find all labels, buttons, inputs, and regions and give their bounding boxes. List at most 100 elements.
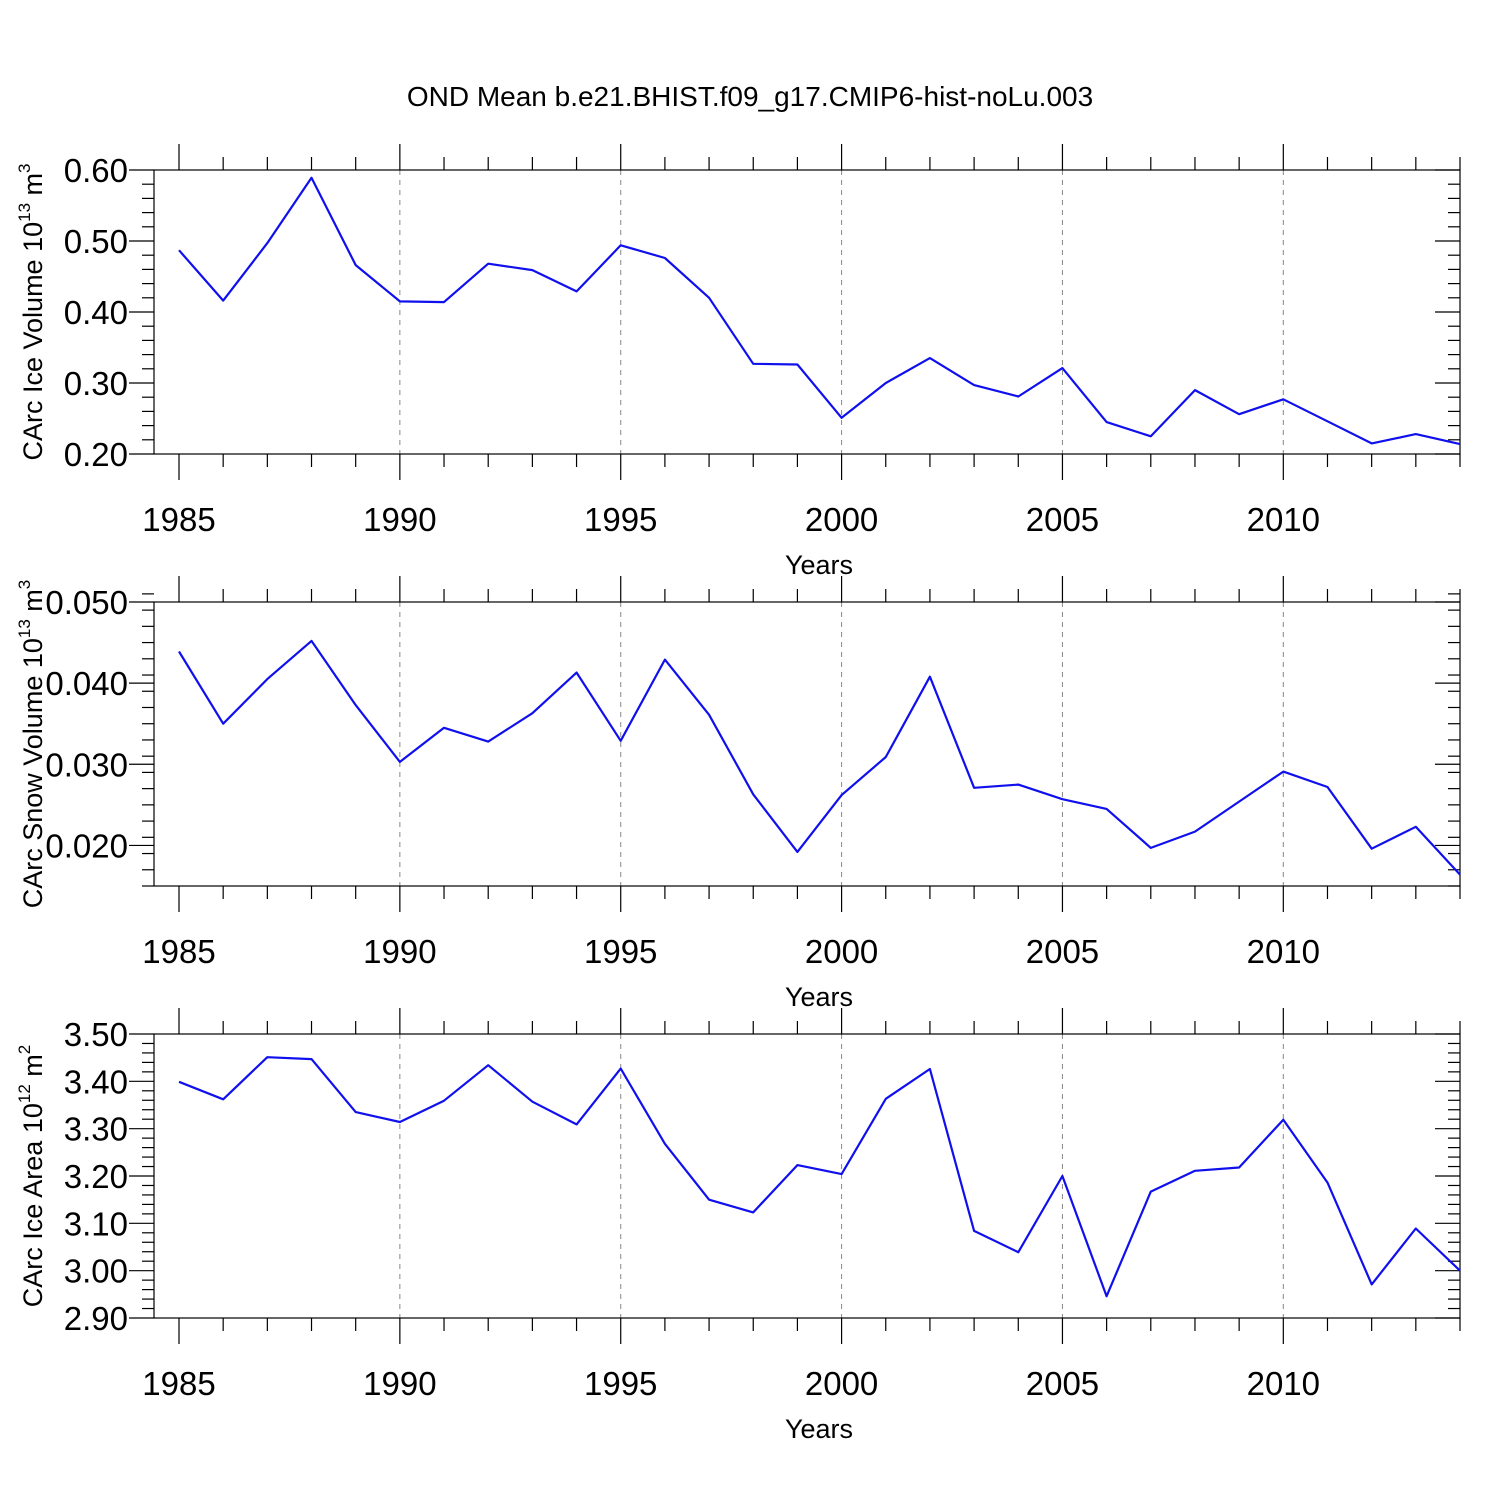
- panel-3-data-point-2013: [1414, 1227, 1417, 1230]
- panel-1-data-point-1986: [222, 299, 225, 302]
- panel-1-data-point-2010: [1282, 398, 1285, 401]
- panel-1-data-point-2001: [884, 382, 887, 385]
- panel-1-data-point-1985: [178, 249, 181, 252]
- panel-1-data-point-2002: [928, 357, 931, 360]
- panel-1-data-point-1989: [354, 264, 357, 267]
- panel-2-data-point-2003: [973, 786, 976, 789]
- panel-3-data-point-2002: [928, 1068, 931, 1071]
- panel-2-data-point-2011: [1326, 786, 1329, 789]
- panel-1-data-point-1999: [796, 363, 799, 366]
- panel-3-data-point-2001: [884, 1097, 887, 1100]
- panel-3-data-point-1990: [398, 1121, 401, 1124]
- panel-2-data-point-1989: [354, 704, 357, 707]
- panel-1-x-tick-label-2010: 2010: [1247, 501, 1320, 538]
- panel-2-data-point-1992: [487, 740, 490, 743]
- panel-1-x-tick-label-2000: 2000: [805, 501, 878, 538]
- panel-3-x-axis-title: Years: [785, 1414, 853, 1444]
- panel-2-data-point-2014: [1459, 873, 1462, 876]
- panel-2-x-tick-label-2005: 2005: [1026, 933, 1099, 970]
- panel-3-data-point-2011: [1326, 1181, 1329, 1184]
- panel-1-data-point-1993: [531, 269, 534, 272]
- panel-3-data-point-2009: [1238, 1166, 1241, 1169]
- panel-1-data-point-1994: [575, 290, 578, 293]
- panel-3-data-point-2008: [1193, 1169, 1196, 1172]
- panel-3-data-point-2004: [1017, 1251, 1020, 1254]
- panel-2-data-point-1987: [266, 678, 269, 681]
- panel-2-data-point-2002: [928, 675, 931, 678]
- panel-3-data-point-2010: [1282, 1118, 1285, 1121]
- panel-3-data-point-2007: [1149, 1190, 1152, 1193]
- panel-3-y-tick-label-2: 3.10: [64, 1205, 128, 1242]
- panel-3-data-point-1993: [531, 1100, 534, 1103]
- panel-3-y-tick-label-1: 3.00: [64, 1253, 128, 1290]
- panel-3-data-point-2014: [1459, 1269, 1462, 1272]
- panel-1-data-point-1987: [266, 242, 269, 245]
- panel-1-x-tick-label-1995: 1995: [584, 501, 657, 538]
- panel-2-data-point-2010: [1282, 770, 1285, 773]
- panel-1-data-point-2007: [1149, 435, 1152, 438]
- panel-2-x-tick-label-2000: 2000: [805, 933, 878, 970]
- panel-3-data-point-1995: [619, 1067, 622, 1070]
- panel-3-data-point-2012: [1370, 1283, 1373, 1286]
- panel-2-data-point-1993: [531, 712, 534, 715]
- panel-2-data-point-1985: [178, 650, 181, 653]
- panel-3-data-point-2006: [1105, 1295, 1108, 1298]
- panel-2-data-point-2008: [1193, 830, 1196, 833]
- panel-2-data-point-2004: [1017, 783, 1020, 786]
- panel-1-plot-frame: [153, 169, 1461, 455]
- panel-1-data-point-2014: [1459, 443, 1462, 446]
- panel-3-plot-frame: [153, 1033, 1461, 1319]
- panel-3-data-point-1997: [708, 1198, 711, 1201]
- panel-2-y-tick-label-1: 0.030: [45, 746, 128, 783]
- panel-1-data-point-1991: [443, 301, 446, 304]
- panel-2-data-point-2013: [1414, 825, 1417, 828]
- panel-1-data-point-1990: [398, 300, 401, 303]
- panel-1-data-point-1992: [487, 262, 490, 265]
- panel-1-data-point-2004: [1017, 395, 1020, 398]
- panel-2-data-point-2005: [1061, 798, 1064, 801]
- panel-3-y-tick-label-6: 3.50: [64, 1016, 128, 1053]
- panel-1-x-tick-label-1985: 1985: [142, 501, 215, 538]
- panel-3-y-tick-label-3: 3.20: [64, 1158, 128, 1195]
- panel-2-data-point-1986: [222, 722, 225, 725]
- panel-2-data-point-1996: [663, 658, 666, 661]
- panel-3-x-tick-label-2000: 2000: [805, 1365, 878, 1402]
- panel-1-x-tick-label-2005: 2005: [1026, 501, 1099, 538]
- panel-2-data-point-2000: [840, 794, 843, 797]
- panel-3-data-point-1999: [796, 1164, 799, 1167]
- panel-3-x-tick-label-1995: 1995: [584, 1365, 657, 1402]
- panel-1-x-tick-label-1990: 1990: [363, 501, 436, 538]
- panel-2-data-point-2006: [1105, 807, 1108, 810]
- panel-3-data-point-2003: [973, 1229, 976, 1232]
- panel-2-data-point-2012: [1370, 847, 1373, 850]
- panel-2-y-axis-title: CArc Snow Volume 1013 m3: [15, 580, 48, 909]
- panel-3-data-point-1992: [487, 1064, 490, 1067]
- panel-2-data-point-1997: [708, 713, 711, 716]
- panel-3-y-tick-label-0: 2.90: [64, 1300, 128, 1337]
- panel-1-y-tick-label-4: 0.60: [64, 152, 128, 189]
- panel-2-y-tick-label-2: 0.040: [45, 665, 128, 702]
- panel-2-x-tick-label-1990: 1990: [363, 933, 436, 970]
- panel-1-data-point-2005: [1061, 367, 1064, 370]
- panel-1-data-point-2000: [840, 416, 843, 419]
- panel-3-series-line: [178, 1056, 1461, 1298]
- panel-3-x-tick-label-1985: 1985: [142, 1365, 215, 1402]
- panel-3-data-point-1998: [752, 1211, 755, 1214]
- panel-3-data-point-2000: [840, 1173, 843, 1176]
- panel-1-data-point-1995: [619, 244, 622, 247]
- panel-1-data-point-2012: [1370, 442, 1373, 445]
- panel-2-data-point-1999: [796, 850, 799, 853]
- panel-1-y-tick-label-1: 0.30: [64, 365, 128, 402]
- chart-title: OND Mean b.e21.BHIST.f09_g17.CMIP6-hist-…: [407, 81, 1093, 112]
- panel-2-x-tick-label-1995: 1995: [584, 933, 657, 970]
- panel-1-x-axis-title: Years: [785, 550, 853, 580]
- panel-1-series-line: [178, 176, 1461, 446]
- panel-1-data-point-2009: [1238, 413, 1241, 416]
- panel-2-data-point-1995: [619, 739, 622, 742]
- panel-2-x-tick-label-2010: 2010: [1247, 933, 1320, 970]
- panel-1-data-point-2013: [1414, 433, 1417, 436]
- panel-3-data-point-1991: [443, 1099, 446, 1102]
- panel-3-x-tick-label-2005: 2005: [1026, 1365, 1099, 1402]
- panel-1-data-point-1998: [752, 362, 755, 365]
